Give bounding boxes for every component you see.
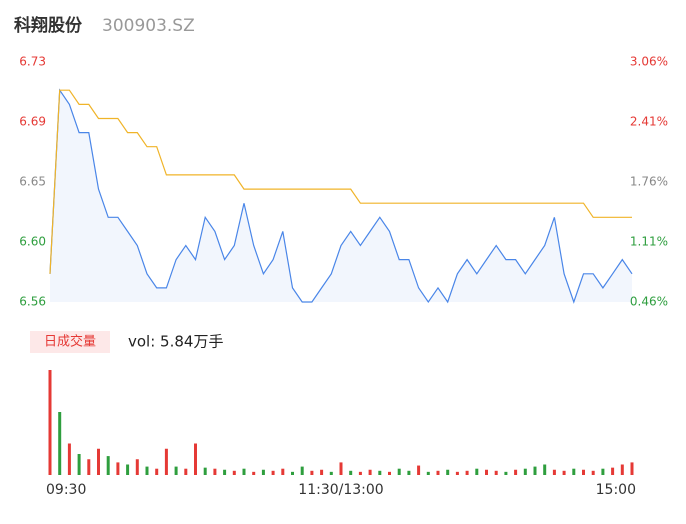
y-tick-label: 6.73 bbox=[19, 55, 46, 69]
volume-bar bbox=[426, 471, 430, 475]
volume-bar bbox=[601, 468, 605, 475]
volume-bar bbox=[213, 468, 217, 475]
y2-tick-label: 0.46% bbox=[630, 295, 668, 309]
volume-bar bbox=[455, 471, 459, 475]
volume-bar bbox=[572, 468, 576, 475]
volume-bar bbox=[184, 468, 188, 475]
volume-bar bbox=[523, 468, 527, 475]
price-area bbox=[50, 90, 632, 302]
y2-tick-label: 1.11% bbox=[630, 235, 668, 249]
volume-badge bbox=[30, 331, 110, 353]
volume-bar bbox=[349, 470, 353, 475]
volume-bar bbox=[591, 470, 595, 475]
y2-tick-label: 1.76% bbox=[630, 175, 668, 189]
volume-bar bbox=[174, 466, 178, 475]
volume-bar bbox=[388, 471, 391, 475]
volume-bar bbox=[67, 443, 71, 475]
volume-bar bbox=[339, 462, 343, 475]
volume-bar bbox=[494, 470, 498, 475]
volume-label: 日成交量 bbox=[44, 334, 96, 350]
volume-bar bbox=[271, 470, 275, 475]
volume-bar bbox=[378, 470, 382, 475]
volume-bar bbox=[252, 471, 256, 475]
volume-bar bbox=[87, 459, 91, 475]
volume-bar bbox=[261, 469, 265, 475]
volume-bar bbox=[145, 466, 149, 475]
y2-tick-label: 2.41% bbox=[630, 115, 668, 129]
volume-bar bbox=[329, 471, 333, 475]
volume-bar bbox=[514, 469, 518, 475]
volume-bar bbox=[533, 466, 537, 475]
series-line bbox=[49, 89, 632, 274]
volume-bar bbox=[320, 469, 324, 475]
series-line bbox=[49, 88, 633, 304]
volume-bar bbox=[58, 412, 62, 475]
volume-bar bbox=[620, 464, 624, 475]
volume-total: vol: 5.84万手 bbox=[128, 333, 223, 351]
volume-bar bbox=[310, 470, 314, 475]
y-tick-label: 6.69 bbox=[19, 115, 46, 129]
stock-name: 科翔股份 bbox=[14, 15, 83, 36]
volume-bar bbox=[106, 456, 110, 475]
volume-bar bbox=[436, 470, 440, 475]
volume-bar bbox=[126, 464, 130, 475]
volume-bar bbox=[465, 470, 469, 475]
volume-bar bbox=[242, 468, 246, 475]
volume-bar bbox=[194, 443, 197, 475]
volume-bar bbox=[368, 469, 372, 475]
volume-bar bbox=[543, 464, 547, 475]
volume-bar bbox=[611, 467, 615, 475]
volume-bar bbox=[562, 470, 566, 475]
y-tick-label: 6.65 bbox=[19, 175, 46, 189]
y-tick-label: 6.56 bbox=[19, 295, 46, 309]
x-tick-label: 11:30/13:00 bbox=[298, 482, 383, 498]
volume-bar bbox=[417, 465, 421, 475]
x-tick-label: 09:30 bbox=[46, 482, 86, 498]
volume-bar bbox=[135, 459, 139, 475]
volume-bar bbox=[223, 469, 227, 475]
volume-bar bbox=[164, 448, 168, 475]
volume-bar bbox=[582, 469, 585, 475]
volume-bar bbox=[397, 468, 401, 475]
volume-bar bbox=[485, 469, 488, 475]
volume-bar bbox=[475, 468, 479, 475]
volume-bar bbox=[48, 370, 52, 475]
volume-bar bbox=[97, 448, 100, 475]
volume-bar bbox=[358, 471, 362, 475]
volume-bar bbox=[155, 468, 159, 475]
volume-bar bbox=[630, 462, 634, 475]
volume-bar bbox=[504, 471, 508, 475]
volume-bar bbox=[446, 469, 450, 475]
volume-bar bbox=[77, 454, 81, 475]
stock-code: 300903.SZ bbox=[102, 16, 195, 36]
volume-bar bbox=[291, 471, 294, 475]
y2-tick-label: 3.06% bbox=[630, 55, 668, 69]
volume-bar bbox=[203, 467, 207, 475]
volume-bar bbox=[116, 462, 120, 475]
volume-bar bbox=[552, 469, 556, 475]
volume-bar bbox=[300, 466, 304, 475]
volume-bar bbox=[232, 470, 236, 475]
x-tick-label: 15:00 bbox=[596, 482, 636, 498]
volume-bar bbox=[407, 470, 411, 475]
y-tick-label: 6.60 bbox=[19, 235, 46, 249]
volume-bar bbox=[281, 468, 285, 475]
